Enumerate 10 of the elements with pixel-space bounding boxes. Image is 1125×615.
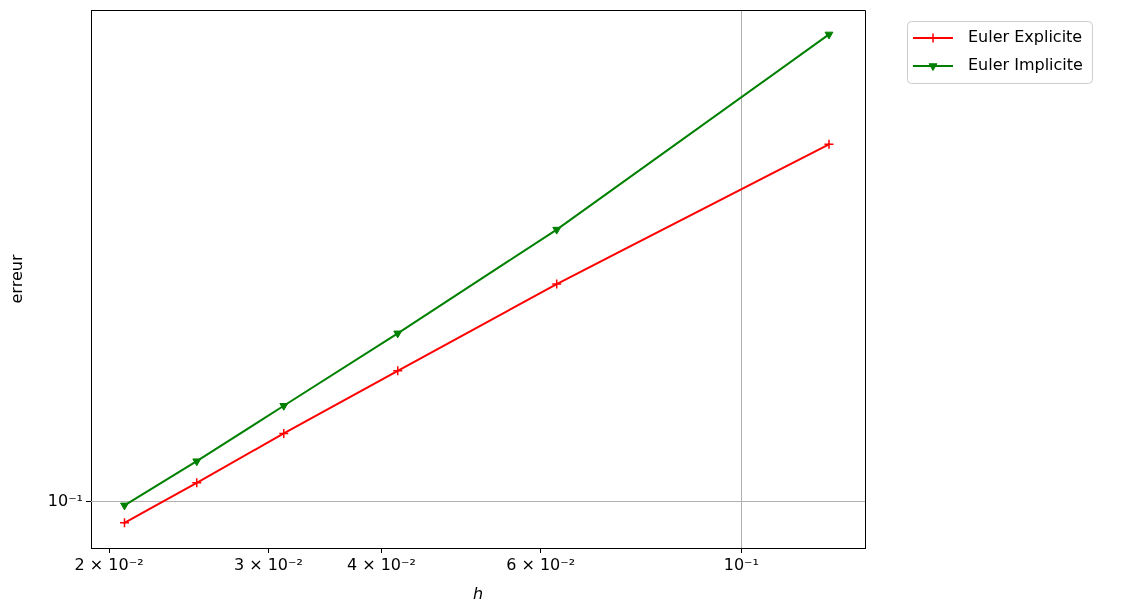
y-axis-title: erreur [6, 254, 26, 304]
legend-label: Euler Implicite [968, 55, 1083, 75]
ref-line-label: 10⁻¹ [47, 490, 83, 510]
x-axis-title: h [472, 583, 484, 603]
x-tick-label: 4 × 10⁻² [346, 554, 416, 574]
x-tick-label: 2 × 10⁻² [74, 554, 144, 574]
legend-label: Euler Explicite [968, 27, 1083, 47]
x-tick-label: 10⁻¹ [723, 554, 759, 574]
x-tick-label: 6 × 10⁻² [506, 554, 576, 574]
x-tick-label: 3 × 10⁻² [233, 554, 303, 574]
